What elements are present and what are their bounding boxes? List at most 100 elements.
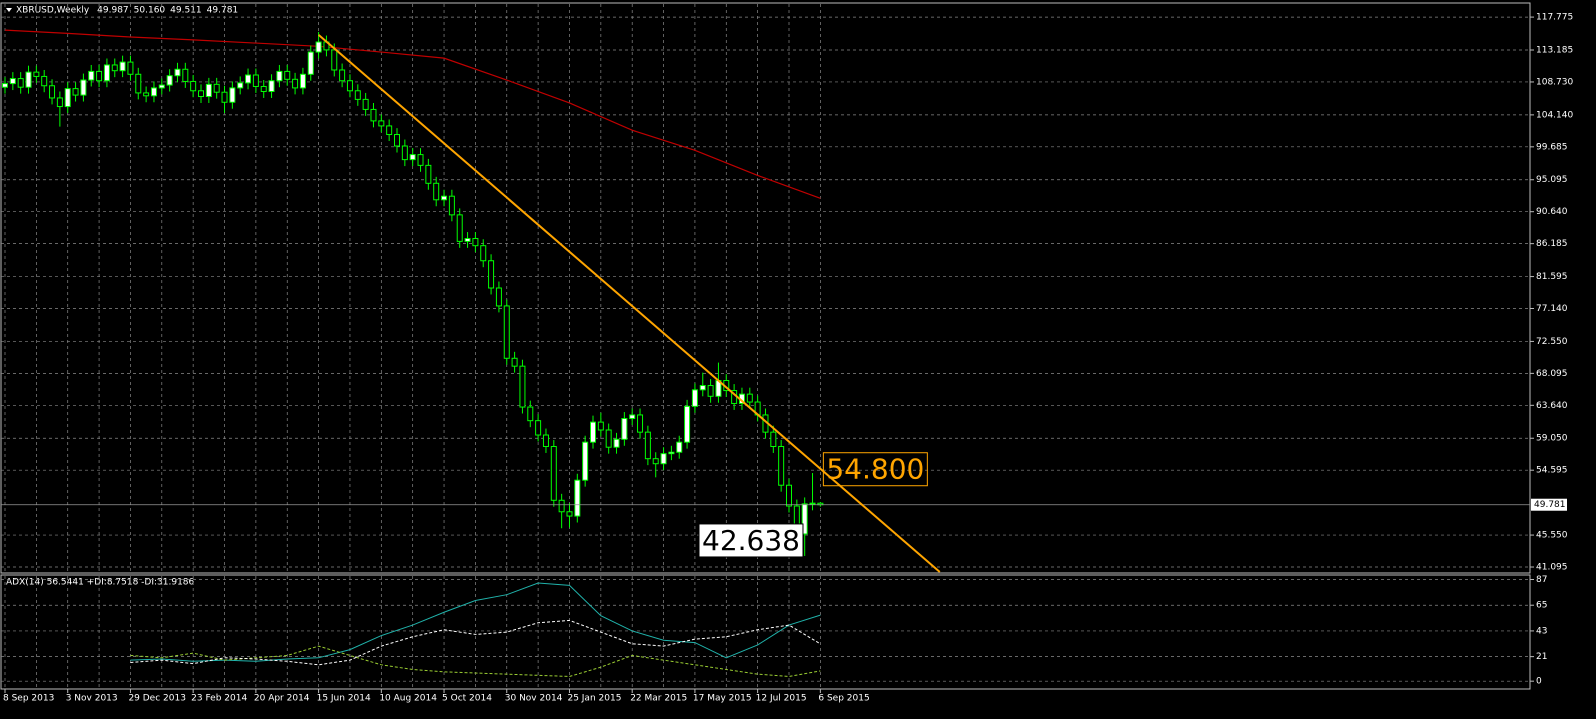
candle-body bbox=[276, 70, 283, 82]
indicator-line bbox=[130, 582, 821, 662]
candle-body bbox=[433, 182, 440, 201]
x-tick-label: 5 Oct 2014 bbox=[442, 694, 492, 704]
candle-body bbox=[605, 429, 612, 448]
candle-body bbox=[127, 61, 134, 75]
y-tick-label: 81.595 bbox=[1536, 272, 1568, 282]
y-tick-label: 65 bbox=[1536, 601, 1547, 611]
candle-body bbox=[158, 84, 165, 89]
candle-body bbox=[644, 431, 651, 460]
indicator-title: ADX(14) 56.5441 +DI:8.7518 -DI:31.9186 bbox=[6, 578, 195, 588]
candle-body bbox=[801, 503, 808, 535]
y-tick-label: 59.050 bbox=[1536, 434, 1568, 444]
candle-body bbox=[17, 78, 24, 88]
candle-body bbox=[80, 79, 87, 96]
candle-body bbox=[260, 85, 267, 92]
candle-body bbox=[331, 49, 338, 71]
candle-body bbox=[613, 438, 620, 448]
candle-body bbox=[229, 87, 236, 103]
candle-body bbox=[292, 78, 299, 89]
y-tick-label: 104.140 bbox=[1536, 110, 1573, 120]
candle-body bbox=[103, 64, 110, 82]
price-label: 49.781 bbox=[1534, 500, 1566, 510]
x-tick-label: 15 Jun 2014 bbox=[317, 694, 371, 704]
y-tick-label: 113.185 bbox=[1536, 46, 1573, 56]
candle-body bbox=[660, 453, 667, 465]
candle-body bbox=[174, 68, 181, 77]
candle-body bbox=[111, 64, 118, 72]
candle-body bbox=[64, 88, 71, 108]
candle-body bbox=[315, 41, 322, 53]
candle-body bbox=[198, 90, 204, 98]
candle-body bbox=[386, 125, 393, 136]
x-tick-label: 29 Dec 2013 bbox=[128, 694, 186, 704]
trendline bbox=[317, 34, 941, 573]
candle-body bbox=[637, 414, 644, 433]
candle-body bbox=[511, 357, 518, 367]
y-tick-label: 43 bbox=[1536, 626, 1547, 636]
candle-body bbox=[299, 73, 306, 89]
y-tick-label: 54.595 bbox=[1536, 466, 1568, 476]
candle-body bbox=[354, 90, 361, 100]
trendline-label-box bbox=[822, 452, 928, 487]
candle-body bbox=[56, 97, 63, 108]
y-tick-label: 90.640 bbox=[1536, 207, 1568, 217]
header-value: 49.987 bbox=[97, 6, 129, 16]
x-tick-label: 22 Mar 2015 bbox=[630, 694, 687, 704]
header-value: 49.781 bbox=[207, 6, 239, 16]
candle-body bbox=[652, 458, 659, 465]
candle-body bbox=[88, 70, 95, 81]
candle-body bbox=[33, 71, 40, 77]
candle-body bbox=[786, 484, 792, 507]
price-label-box bbox=[1531, 498, 1567, 511]
x-tick-label: 20 Apr 2014 bbox=[254, 694, 310, 704]
candle-body bbox=[213, 83, 220, 93]
candle-body bbox=[143, 92, 150, 97]
x-tick-label: 23 Feb 2014 bbox=[191, 694, 247, 704]
candle-body bbox=[2, 83, 8, 88]
y-tick-label: 87 bbox=[1536, 575, 1547, 585]
candle-body bbox=[9, 78, 16, 85]
trendline-label: 54.800 bbox=[826, 453, 924, 486]
candle-body bbox=[346, 80, 353, 92]
candle-body bbox=[394, 134, 400, 147]
y-tick-label: 21 bbox=[1536, 652, 1547, 662]
candle-body bbox=[621, 418, 628, 440]
x-tick-label: 12 Jul 2015 bbox=[756, 694, 807, 704]
indicator-line bbox=[130, 619, 821, 666]
x-tick-label: 6 Sep 2015 bbox=[818, 694, 869, 704]
y-tick-label: 41.095 bbox=[1536, 563, 1568, 573]
y-tick-label: 68.095 bbox=[1536, 369, 1568, 379]
candle-body bbox=[268, 80, 275, 92]
candle-body bbox=[668, 451, 675, 455]
candle-body bbox=[409, 154, 416, 161]
candle-body bbox=[778, 445, 785, 486]
candle-body bbox=[574, 479, 581, 517]
candle-body bbox=[166, 75, 173, 86]
candle-body bbox=[629, 414, 636, 420]
candle-body bbox=[370, 108, 377, 122]
header-value: 50.160 bbox=[134, 6, 166, 16]
y-tick-label: 95.095 bbox=[1536, 175, 1568, 185]
candle-body bbox=[190, 80, 197, 92]
candle-body bbox=[676, 441, 683, 453]
candle-body bbox=[425, 164, 432, 184]
candle-body bbox=[558, 499, 565, 513]
low-label: 42.638 bbox=[702, 524, 800, 557]
candle-body bbox=[119, 61, 126, 72]
x-tick-label: 3 Nov 2013 bbox=[66, 694, 118, 704]
candle-body bbox=[542, 434, 549, 447]
candle-body bbox=[339, 69, 346, 82]
candle-body bbox=[441, 195, 448, 201]
y-tick-label: 99.685 bbox=[1536, 142, 1568, 152]
candle-body bbox=[503, 305, 510, 359]
candle-body bbox=[245, 74, 252, 84]
candle-body bbox=[746, 393, 753, 403]
candle-body bbox=[41, 75, 48, 87]
candle-body bbox=[205, 83, 212, 98]
candle-body bbox=[597, 421, 604, 431]
x-tick-label: 25 Jan 2015 bbox=[567, 694, 621, 704]
candle-body bbox=[550, 445, 557, 501]
